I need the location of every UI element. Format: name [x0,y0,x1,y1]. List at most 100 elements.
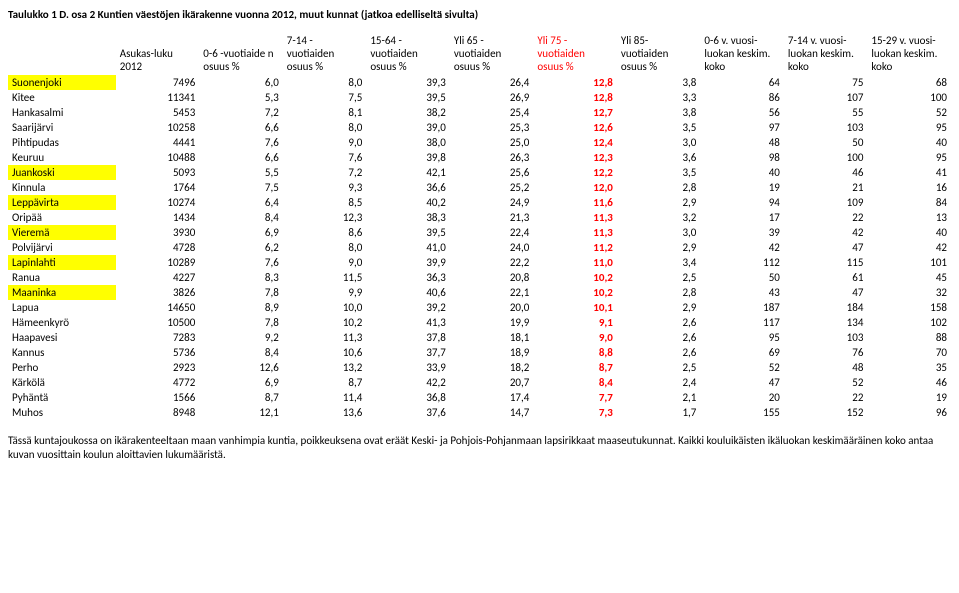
data-cell: 6,9 [199,375,283,390]
data-cell: 11,3 [283,330,367,345]
data-cell: 25,0 [450,135,534,150]
data-cell: 40 [867,225,951,240]
data-cell: 40 [700,165,784,180]
data-cell: 12,3 [283,210,367,225]
column-header: 0-6 v. vuosi-luokan keskim. koko [700,33,784,75]
municipality-name: Pyhäntä [8,390,116,405]
data-cell: 117 [700,315,784,330]
table-row: Oripää14348,412,338,321,311,33,2172213 [8,210,951,225]
data-cell: 10,2 [283,315,367,330]
data-cell: 103 [784,120,868,135]
data-cell: 8,7 [533,360,617,375]
municipality-name: Muhos [8,405,116,420]
data-cell: 134 [784,315,868,330]
data-cell: 19 [867,390,951,405]
data-cell: 13 [867,210,951,225]
data-cell: 3,6 [617,150,701,165]
data-cell: 75 [784,75,868,90]
footer-text: Tässä kuntajoukossa on ikärakenteeltaan … [8,434,951,463]
data-cell: 46 [784,165,868,180]
data-cell: 3,5 [617,120,701,135]
data-cell: 86 [700,90,784,105]
data-cell: 22,4 [450,225,534,240]
table-row: Leppävirta102746,48,540,224,911,62,99410… [8,195,951,210]
data-cell: 4728 [116,240,200,255]
municipality-name: Keuruu [8,150,116,165]
column-header: 15-64 - vuotiaiden osuus % [366,33,450,75]
municipality-name: Hämeenkyrö [8,315,116,330]
data-cell: 7,8 [199,285,283,300]
data-cell: 101 [867,255,951,270]
data-cell: 39,5 [366,90,450,105]
data-cell: 61 [784,270,868,285]
data-cell: 2923 [116,360,200,375]
table-row: Hämeenkyrö105007,810,241,319,99,12,61171… [8,315,951,330]
data-cell: 7,2 [283,165,367,180]
data-cell: 10274 [116,195,200,210]
municipality-name: Vieremä [8,225,116,240]
data-cell: 45 [867,270,951,285]
data-cell: 8,4 [199,210,283,225]
data-cell: 6,2 [199,240,283,255]
data-cell: 12,7 [533,105,617,120]
data-cell: 47 [700,375,784,390]
data-cell: 4441 [116,135,200,150]
data-cell: 13,2 [283,360,367,375]
data-cell: 11,4 [283,390,367,405]
municipality-name: Hankasalmi [8,105,116,120]
data-cell: 20,8 [450,270,534,285]
data-cell: 11341 [116,90,200,105]
data-cell: 48 [784,360,868,375]
column-header: Yli 65 - vuotiaiden osuus % [450,33,534,75]
data-cell: 12,6 [199,360,283,375]
table-row: Keuruu104886,67,639,826,312,33,69810095 [8,150,951,165]
data-cell: 100 [867,90,951,105]
data-cell: 7,6 [199,135,283,150]
municipality-name: Suonenjoki [8,75,116,90]
data-cell: 3,4 [617,255,701,270]
data-cell: 39 [700,225,784,240]
population-table: Asukas-luku 20120-6 -vuotiaide n osuus %… [8,33,951,420]
data-cell: 7,8 [199,315,283,330]
data-cell: 41 [867,165,951,180]
data-cell: 22,2 [450,255,534,270]
data-cell: 18,9 [450,345,534,360]
data-cell: 6,0 [199,75,283,90]
table-row: Muhos894812,113,637,614,77,31,715515296 [8,405,951,420]
data-cell: 8948 [116,405,200,420]
data-cell: 2,6 [617,330,701,345]
data-cell: 50 [784,135,868,150]
data-cell: 2,8 [617,180,701,195]
municipality-name: Oripää [8,210,116,225]
data-cell: 10289 [116,255,200,270]
data-cell: 7,2 [199,105,283,120]
data-cell: 20,0 [450,300,534,315]
data-cell: 12,3 [533,150,617,165]
table-row: Lapinlahti102897,69,039,922,211,03,41121… [8,255,951,270]
data-cell: 48 [700,135,784,150]
data-cell: 25,6 [450,165,534,180]
data-cell: 3,8 [617,105,701,120]
data-cell: 7496 [116,75,200,90]
data-cell: 187 [700,300,784,315]
data-cell: 2,9 [617,300,701,315]
municipality-name: Juankoski [8,165,116,180]
data-cell: 88 [867,330,951,345]
data-cell: 152 [784,405,868,420]
table-row: Maaninka38267,89,940,622,110,22,8434732 [8,285,951,300]
data-cell: 2,4 [617,375,701,390]
data-cell: 3930 [116,225,200,240]
data-cell: 155 [700,405,784,420]
data-cell: 12,1 [199,405,283,420]
data-cell: 42 [784,225,868,240]
data-cell: 47 [784,285,868,300]
data-cell: 24,0 [450,240,534,255]
data-cell: 38,0 [366,135,450,150]
data-cell: 42,2 [366,375,450,390]
data-cell: 38,2 [366,105,450,120]
data-cell: 11,3 [533,210,617,225]
data-cell: 6,6 [199,120,283,135]
table-title: Taulukko 1 D. osa 2 Kuntien väestöjen ik… [8,8,951,21]
data-cell: 109 [784,195,868,210]
data-cell: 3,3 [617,90,701,105]
